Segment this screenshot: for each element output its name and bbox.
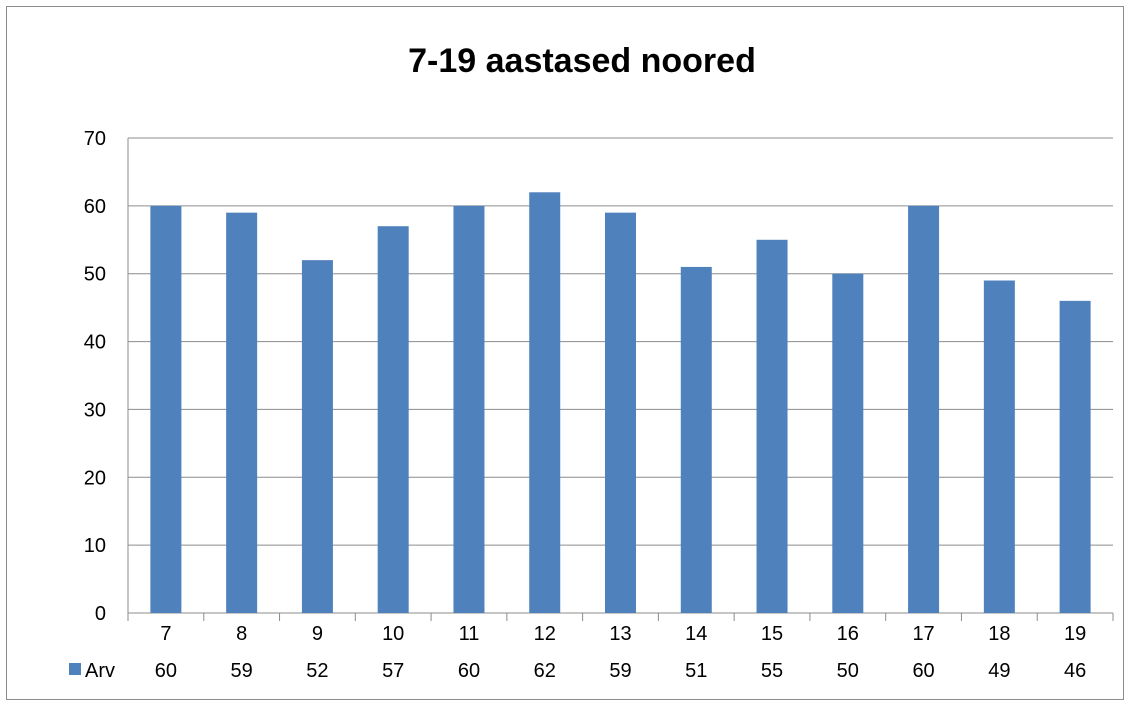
data-table-value: 60 <box>912 660 934 682</box>
x-tick-label: 11 <box>459 623 480 645</box>
data-table-value: 49 <box>988 660 1010 682</box>
bar-14 <box>680 266 712 613</box>
x-tick-label: 15 <box>761 623 783 645</box>
bar-13 <box>605 212 636 613</box>
x-tick-label: 14 <box>685 623 707 645</box>
y-tick-label: 10 <box>84 535 106 557</box>
y-tick-label: 60 <box>84 196 106 218</box>
data-table-value: 60 <box>155 660 177 682</box>
chart-title: 7-19 aastased noored <box>408 42 756 80</box>
data-table-value: 52 <box>306 660 328 682</box>
data-table-value: 55 <box>761 660 783 682</box>
x-tick-label: 16 <box>837 623 859 645</box>
bar-9 <box>301 260 333 613</box>
x-tick-label: 7 <box>160 623 171 645</box>
bar-15 <box>756 239 788 614</box>
x-tick-label: 18 <box>988 623 1010 645</box>
x-tick-label: 19 <box>1064 623 1086 645</box>
data-table-value: 46 <box>1064 660 1086 682</box>
x-tick-label: 17 <box>912 623 934 645</box>
data-table-value: 60 <box>458 660 480 682</box>
bar-10 <box>377 226 409 613</box>
y-tick-label: 70 <box>84 128 106 150</box>
y-tick-label: 0 <box>95 603 106 625</box>
x-axis-ticks: 7 8 9 10 11 12 13 14 15 16 17 18 19 <box>160 623 1086 645</box>
legend-label-arv: Arv <box>85 660 115 682</box>
bar-17 <box>908 205 940 613</box>
data-table: Arv 60 59 52 57 60 62 59 51 55 50 60 49 46 <box>69 660 1086 682</box>
x-tick-label: 13 <box>609 623 631 645</box>
y-tick-label: 30 <box>84 399 106 421</box>
data-table-value: 59 <box>231 660 253 682</box>
data-table-value: 59 <box>609 660 631 682</box>
x-tick-label: 12 <box>534 623 556 645</box>
bar-19 <box>1059 300 1091 613</box>
bar-7 <box>150 205 182 613</box>
bar-11 <box>453 205 485 613</box>
y-axis-ticks: 0 10 20 30 40 50 60 70 <box>84 128 106 625</box>
data-table-value: 62 <box>534 660 556 682</box>
y-tick-label: 50 <box>84 264 106 286</box>
x-tick-label: 10 <box>382 623 404 645</box>
bar-8 <box>226 212 258 613</box>
y-tick-label: 40 <box>84 332 106 354</box>
x-tick-label: 8 <box>236 623 247 645</box>
bar-16 <box>832 273 864 613</box>
bar-18 <box>983 280 1015 613</box>
bar-12 <box>529 192 561 614</box>
x-tick-label: 9 <box>312 623 323 645</box>
legend-swatch-arv <box>69 663 81 675</box>
data-table-value: 57 <box>382 660 404 682</box>
data-table-value: 50 <box>837 660 859 682</box>
y-tick-label: 20 <box>84 467 106 489</box>
data-table-value: 51 <box>685 660 707 682</box>
bars <box>150 192 1091 614</box>
